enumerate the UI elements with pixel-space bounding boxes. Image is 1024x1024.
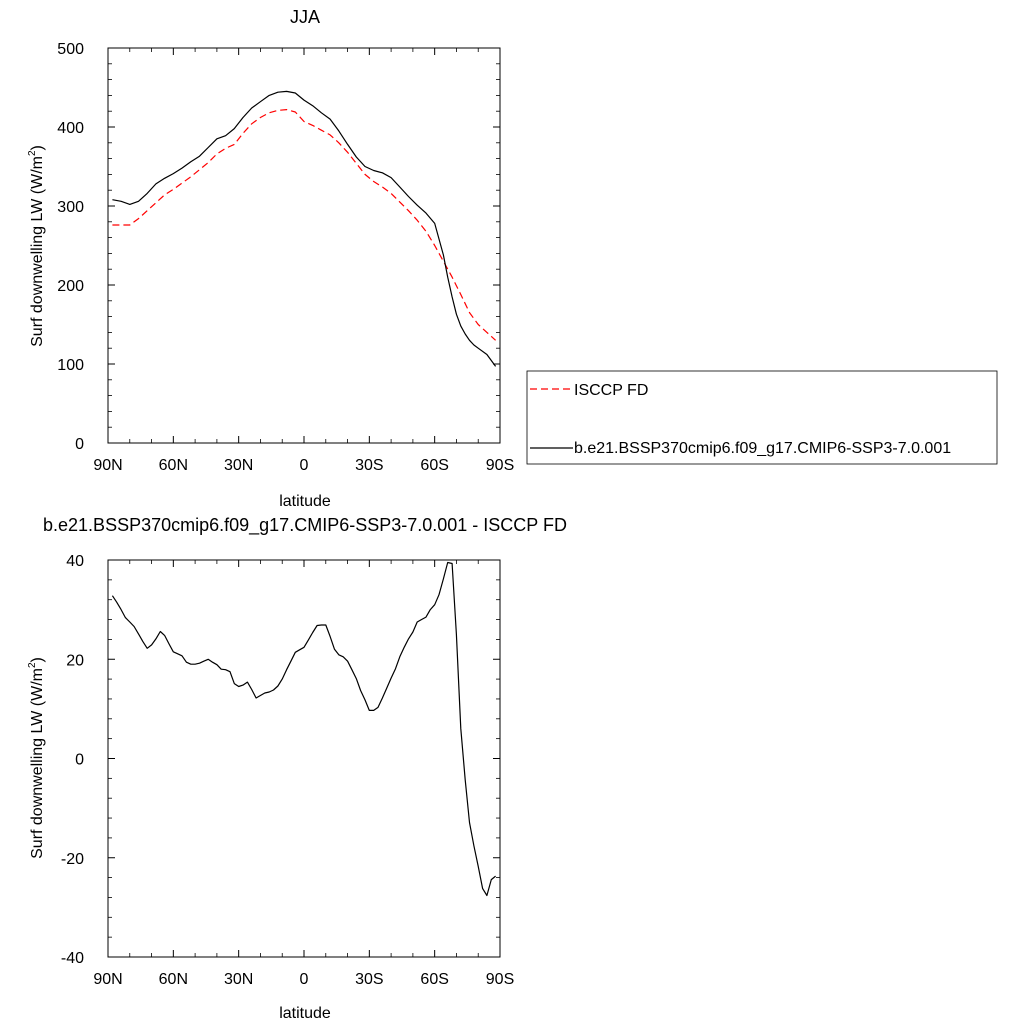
y-tick-label: 100 <box>57 357 84 374</box>
x-tick-label: 90S <box>486 457 514 474</box>
x-tick-label: 30S <box>355 457 383 474</box>
y-tick-label: 40 <box>66 553 84 570</box>
top-panel-ylabel-superscript: 2 <box>27 150 38 156</box>
legend: ISCCP FD b.e21.BSSP370cmip6.f09_g17.CMIP… <box>526 370 998 465</box>
y-tick-label: -40 <box>61 950 84 967</box>
bottom-panel: b.e21.BSSP370cmip6.f09_g17.CMIP6-SSP3-7.… <box>27 515 567 1022</box>
top-panel-series <box>112 90 497 367</box>
top-panel-title: JJA <box>290 7 320 27</box>
top-panel-ylabel: Surf downwelling LW (W/m2) <box>27 145 46 347</box>
x-tick-label: 30N <box>224 971 253 988</box>
top-panel-xlabel: latitude <box>279 493 331 510</box>
top-panel-ylabel-text: Surf downwelling LW (W/m <box>29 156 46 347</box>
top-panel-ticks: 90N 60N 30N 0 30S 60S 90S 0 100 200 300 400 500 <box>57 41 514 474</box>
x-tick-label: 0 <box>300 457 309 474</box>
legend-label-isccp: ISCCP FD <box>574 382 648 399</box>
bottom-panel-title: b.e21.BSSP370cmip6.f09_g17.CMIP6-SSP3-7.… <box>43 515 567 536</box>
x-tick-label: 90N <box>93 971 122 988</box>
y-tick-label: 20 <box>66 652 84 669</box>
x-tick-label: 0 <box>300 971 309 988</box>
bottom-panel-ylabel-text: Surf downwelling LW (W/m <box>29 668 46 859</box>
y-tick-label: 400 <box>57 120 84 137</box>
top-panel-ylabel-close: ) <box>29 145 46 150</box>
top-series-isccp-fd-line <box>112 108 497 341</box>
bottom-panel-xlabel: latitude <box>279 1005 331 1022</box>
y-tick-label: 0 <box>75 752 84 769</box>
x-tick-label: 90S <box>486 971 514 988</box>
x-tick-label: 60S <box>420 971 448 988</box>
x-tick-label: 60N <box>159 971 188 988</box>
x-tick-label: 30N <box>224 457 253 474</box>
y-tick-label: 0 <box>75 436 84 453</box>
x-tick-label: 90N <box>93 457 122 474</box>
legend-frame <box>526 370 998 465</box>
top-series-model-line <box>112 90 497 367</box>
x-tick-label: 60S <box>420 457 448 474</box>
bottom-panel-ylabel: Surf downwelling LW (W/m2) <box>27 657 46 859</box>
y-tick-label: -20 <box>61 851 84 868</box>
top-panel: JJA 90N 60N 30N 0 30S 60S 90S0100200300400500 … <box>27 7 514 510</box>
bottom-plot-frame <box>107 559 501 958</box>
y-tick-label: 200 <box>57 278 84 295</box>
bottom-panel-ticks: 90N 60N 30N 0 30S 60S 90S -40 -20 0 20 40 <box>61 553 514 988</box>
y-tick-label: 500 <box>57 41 84 58</box>
y-tick-label: 300 <box>57 199 84 216</box>
legend-label-model: b.e21.BSSP370cmip6.f09_g17.CMIP6-SSP3-7.… <box>574 440 951 457</box>
bottom-series-model-line <box>111 561 496 897</box>
x-tick-label: 30S <box>355 971 383 988</box>
x-tick-label: 60N <box>159 457 188 474</box>
bottom-panel-ylabel-superscript: 2 <box>27 662 38 668</box>
bottom-panel-ylabel-close: ) <box>29 657 46 662</box>
bottom-panel-series <box>111 561 496 897</box>
